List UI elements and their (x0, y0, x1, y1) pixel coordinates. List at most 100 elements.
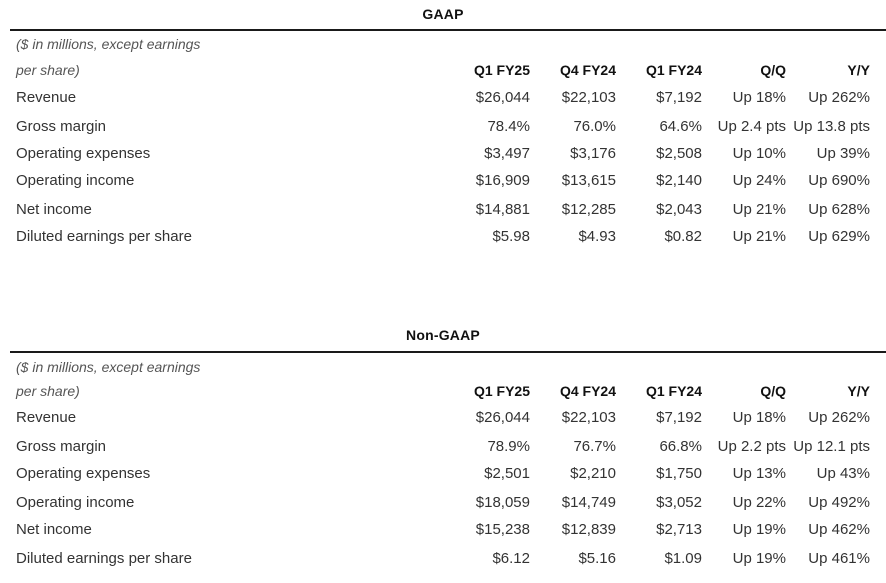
row-label: Gross margin (16, 118, 107, 135)
value-qq: Up 18% (732, 89, 786, 106)
value-q4fy24: $22,103 (561, 89, 616, 106)
value-q1fy25: $16,909 (475, 172, 530, 189)
value-q1fy24: $2,508 (656, 145, 702, 162)
value-q4fy24: $14,749 (561, 494, 616, 511)
gaap-header-row: Q1 FY25 Q4 FY24 Q1 FY24 Q/Q Y/Y (0, 57, 886, 83)
value-q1fy24: $2,043 (656, 201, 702, 218)
nongaap-header-q1fy25: Q1 FY25 (473, 383, 530, 399)
value-q1fy25: $2,501 (484, 465, 530, 482)
value-q1fy25: 78.4% (487, 118, 530, 135)
value-q1fy24: $2,140 (656, 172, 702, 189)
value-yy: Up 629% (808, 228, 870, 245)
value-qq: Up 21% (732, 228, 786, 245)
value-q4fy24: 76.0% (573, 118, 616, 135)
gaap-header-q1fy25: Q1 FY25 (473, 62, 530, 78)
value-q4fy24: $5.16 (578, 550, 616, 567)
value-q4fy24: $13,615 (561, 172, 616, 189)
table-row: Operating income $18,059 $14,749 $3,052 … (0, 490, 886, 516)
value-q4fy24: $3,176 (570, 145, 616, 162)
value-q4fy24: 76.7% (573, 438, 616, 455)
nongaap-header-row: Q1 FY25 Q4 FY24 Q1 FY24 Q/Q Y/Y (0, 378, 886, 404)
table-row: Diluted earnings per share $5.98 $4.93 $… (0, 224, 886, 250)
value-yy: Up 628% (808, 201, 870, 218)
value-q1fy24: $1.09 (664, 550, 702, 567)
value-qq: Up 13% (732, 465, 786, 482)
nongaap-header-yy: Y/Y (847, 383, 870, 399)
value-q1fy24: $0.82 (664, 228, 702, 245)
row-label: Operating income (16, 172, 135, 189)
gaap-header-q4fy24: Q4 FY24 (559, 62, 616, 78)
value-qq: Up 2.2 pts (717, 438, 786, 455)
gaap-unit-note-line1: ($ in millions, except earnings (16, 36, 201, 52)
table-row: Net income $14,881 $12,285 $2,043 Up 21%… (0, 197, 886, 223)
row-label: Gross margin (16, 438, 107, 455)
value-yy: Up 461% (808, 550, 870, 567)
gaap-header-q1fy24: Q1 FY24 (645, 62, 702, 78)
value-q1fy25: $14,881 (475, 201, 530, 218)
value-q4fy24: $2,210 (570, 465, 616, 482)
row-label: Operating expenses (16, 465, 151, 482)
nongaap-header-q1fy24: Q1 FY24 (645, 383, 702, 399)
row-label: Operating expenses (16, 145, 151, 162)
nongaap-header-q4fy24: Q4 FY24 (559, 383, 616, 399)
row-label: Net income (16, 521, 92, 538)
value-q1fy25: $15,238 (475, 521, 530, 538)
table-row: Revenue $26,044 $22,103 $7,192 Up 18% Up… (0, 405, 886, 431)
value-yy: Up 262% (808, 89, 870, 106)
table-row: Gross margin 78.9% 76.7% 66.8% Up 2.2 pt… (0, 434, 886, 460)
value-qq: Up 18% (732, 409, 786, 426)
value-q1fy24: 64.6% (659, 118, 702, 135)
value-qq: Up 2.4 pts (717, 118, 786, 135)
value-yy: Up 492% (808, 494, 870, 511)
nongaap-unit-note-line1: ($ in millions, except earnings (16, 359, 201, 375)
gaap-unit-note-line2: per share) (16, 62, 80, 78)
value-q1fy25: 78.9% (487, 438, 530, 455)
table-row: Net income $15,238 $12,839 $2,713 Up 19%… (0, 517, 886, 543)
row-label: Net income (16, 201, 92, 218)
value-q1fy24: 66.8% (659, 438, 702, 455)
nongaap-header-qq: Q/Q (760, 383, 786, 399)
gaap-divider (10, 29, 886, 31)
value-qq: Up 19% (732, 550, 786, 567)
value-q1fy24: $7,192 (656, 409, 702, 426)
value-qq: Up 24% (732, 172, 786, 189)
value-q1fy25: $26,044 (475, 409, 530, 426)
value-yy: Up 43% (816, 465, 870, 482)
nongaap-title: Non-GAAP (406, 327, 480, 343)
nongaap-divider (10, 351, 886, 353)
gaap-header-yy: Y/Y (847, 62, 870, 78)
value-qq: Up 19% (732, 521, 786, 538)
value-q1fy25: $3,497 (484, 145, 530, 162)
value-yy: Up 462% (808, 521, 870, 538)
value-yy: Up 12.1 pts (793, 438, 870, 455)
value-q4fy24: $12,285 (561, 201, 616, 218)
value-q1fy25: $18,059 (475, 494, 530, 511)
value-yy: Up 13.8 pts (793, 118, 870, 135)
value-q1fy25: $26,044 (475, 89, 530, 106)
table-row: Diluted earnings per share $6.12 $5.16 $… (0, 546, 886, 572)
row-label: Revenue (16, 409, 77, 426)
value-yy: Up 39% (816, 145, 870, 162)
value-q1fy25: $5.98 (492, 228, 530, 245)
value-qq: Up 10% (732, 145, 786, 162)
value-q1fy24: $2,713 (656, 521, 702, 538)
value-q4fy24: $22,103 (561, 409, 616, 426)
value-qq: Up 21% (732, 201, 786, 218)
table-row: Operating income $16,909 $13,615 $2,140 … (0, 168, 886, 194)
value-qq: Up 22% (732, 494, 786, 511)
table-row: Operating expenses $3,497 $3,176 $2,508 … (0, 141, 886, 167)
table-row: Operating expenses $2,501 $2,210 $1,750 … (0, 461, 886, 487)
value-yy: Up 262% (808, 409, 870, 426)
gaap-title: GAAP (422, 6, 464, 22)
gaap-header-qq: Q/Q (760, 62, 786, 78)
table-row: Gross margin 78.4% 76.0% 64.6% Up 2.4 pt… (0, 114, 886, 140)
value-q1fy25: $6.12 (492, 550, 530, 567)
value-yy: Up 690% (808, 172, 870, 189)
nongaap-unit-note-line2: per share) (16, 383, 80, 399)
row-label: Diluted earnings per share (16, 550, 192, 567)
value-q1fy24: $7,192 (656, 89, 702, 106)
table-row: Revenue $26,044 $22,103 $7,192 Up 18% Up… (0, 85, 886, 111)
value-q1fy24: $3,052 (656, 494, 702, 511)
row-label: Revenue (16, 89, 77, 106)
